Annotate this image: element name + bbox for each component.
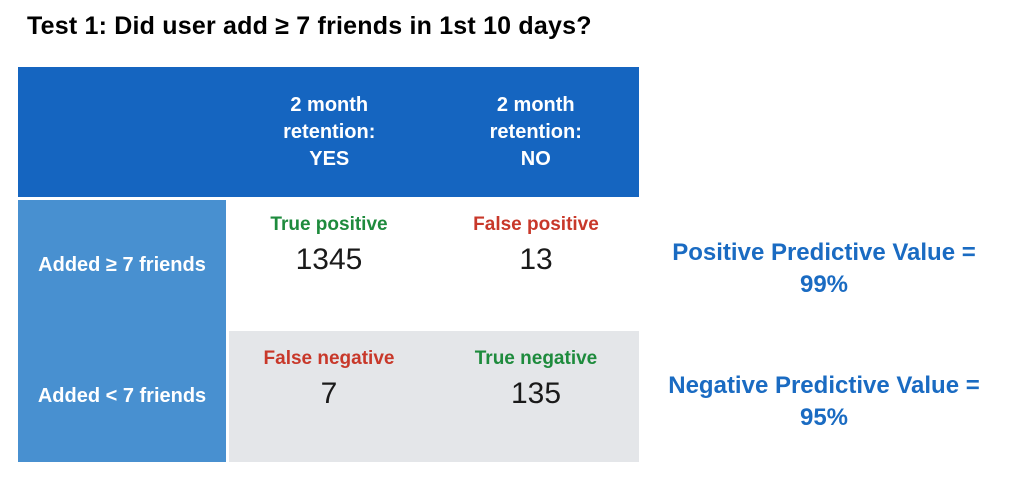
metric-negative-predictive-value: Negative Predictive Value = 95% [640,370,1008,434]
cell-label: False negative [263,348,395,369]
col-header-answer: YES [309,147,350,170]
cell-value: 13 [519,243,553,276]
col-header-retention-no: 2 month retention: NO [433,67,640,197]
page-title: Test 1: Did user add ≥ 7 friends in 1st … [27,12,592,40]
cell-true-negative: True negative 135 [433,331,639,462]
cell-true-positive: True positive 1345 [226,197,432,331]
cell-label: True negative [474,348,598,369]
row-label-added-ge-7-friends: Added ≥ 7 friends [38,254,206,276]
metric-value: 99% [799,271,849,298]
cell-false-positive: False positive 13 [433,197,639,331]
cell-value: 7 [320,377,338,410]
metric-positive-predictive-value: Positive Predictive Value = 99% [640,237,1008,301]
metric-value: 95% [799,404,849,431]
col-header-text: 2 month retention: [489,93,582,143]
confusion-matrix: 2 month retention: YES 2 month retention… [18,67,639,462]
matrix-header-row: 2 month retention: YES 2 month retention… [18,67,639,197]
cell-label: True positive [270,214,388,235]
matrix-row-labels: Added ≥ 7 friends Added < 7 friends [18,200,226,462]
bottom-row-background [229,331,639,462]
cell-value: 135 [510,377,562,410]
cell-value: 1345 [295,243,363,276]
cell-label: False positive [473,214,599,235]
metric-label: Positive Predictive Value = [672,239,976,266]
row-label-added-lt-7-friends: Added < 7 friends [37,385,207,407]
matrix-corner-cell [18,67,226,197]
col-header-text: 2 month retention: [283,93,376,143]
metric-label: Negative Predictive Value = [668,372,980,399]
col-header-retention-yes: 2 month retention: YES [226,67,433,197]
col-header-answer: NO [520,147,551,170]
cell-false-negative: False negative 7 [226,331,432,462]
